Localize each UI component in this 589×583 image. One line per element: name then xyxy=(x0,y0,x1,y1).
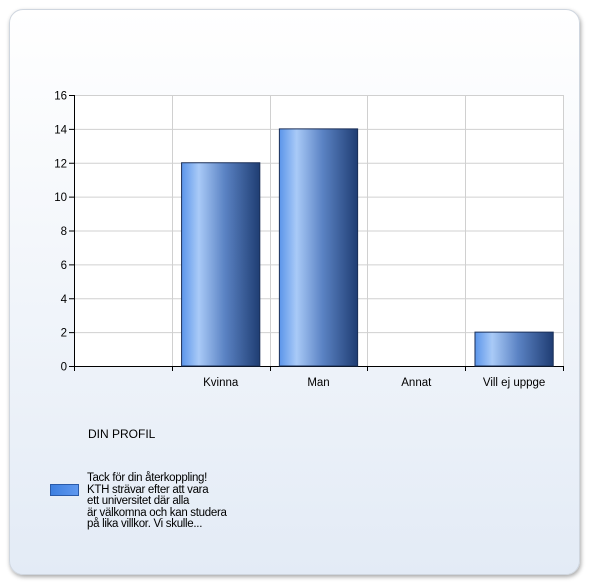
y-tick-label: 6 xyxy=(61,260,67,272)
x-tick-label: Vill ej uppge xyxy=(483,377,545,389)
y-tick-label: 16 xyxy=(54,91,67,103)
legend-entry: Tack för din återkoppling! KTH strävar e… xyxy=(87,472,227,530)
y-tick-label: 10 xyxy=(54,192,67,204)
y-tick-label: 8 xyxy=(61,226,67,238)
y-tick-label: 0 xyxy=(61,362,67,374)
x-tick-label: Kvinna xyxy=(203,377,239,389)
bar-kvinna xyxy=(181,162,261,367)
y-tick-label: 12 xyxy=(54,158,67,170)
y-tick-label: 14 xyxy=(54,124,67,136)
legend: Tack för din återkoppling! KTH strävar e… xyxy=(50,472,267,531)
chart-title: DIN PROFIL xyxy=(88,427,156,441)
x-tick-label: Man xyxy=(307,377,329,389)
legend-swatch xyxy=(50,484,79,496)
bar-vill-ej-uppge xyxy=(474,331,554,367)
y-tick-label: 4 xyxy=(61,294,68,306)
bar-man xyxy=(278,128,359,367)
x-tick-label: Annat xyxy=(401,377,432,389)
bars xyxy=(181,128,554,367)
tick-labels: 0 2 4 6 8 10 12 14 16 Kvinna Man Annat Vill ej uppge xyxy=(54,91,545,390)
y-tick-label: 2 xyxy=(61,328,67,340)
